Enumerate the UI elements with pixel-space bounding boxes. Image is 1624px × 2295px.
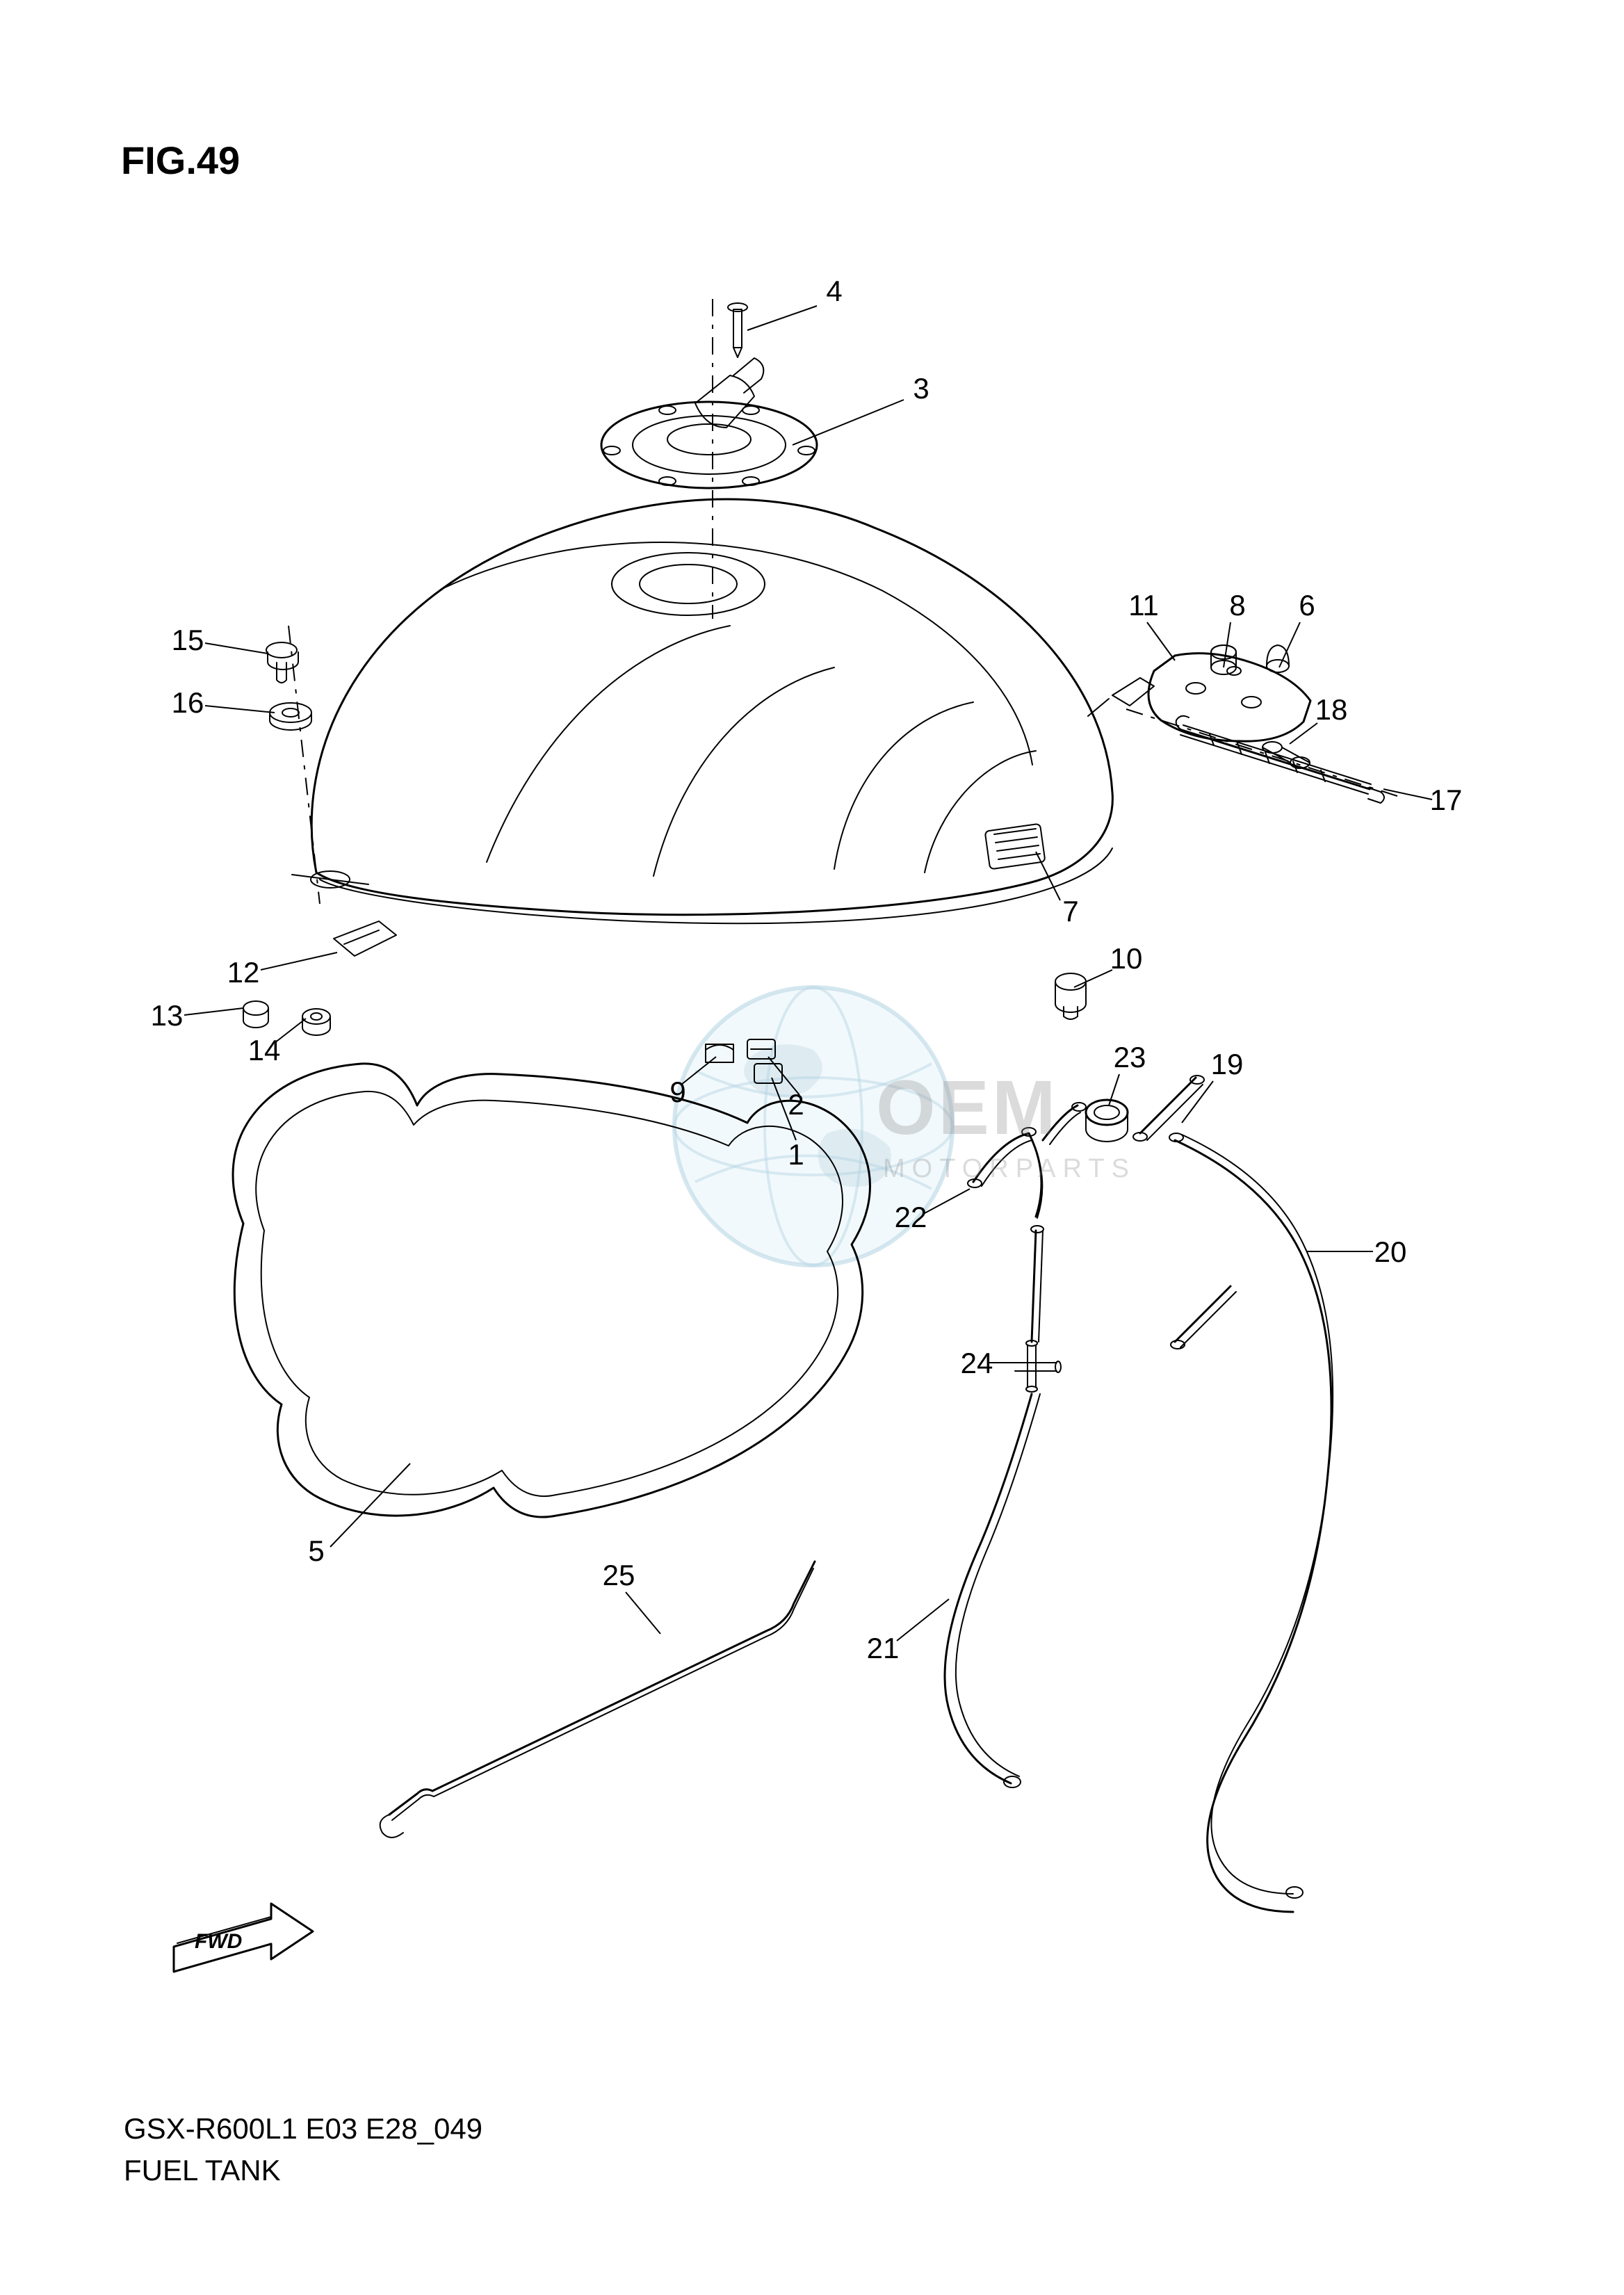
callout-3: 3 — [900, 372, 942, 405]
callout-23: 23 — [1109, 1041, 1151, 1074]
fuel-tank-body — [292, 499, 1112, 923]
callout-25: 25 — [598, 1559, 640, 1592]
callout-20: 20 — [1370, 1235, 1411, 1269]
callout-12: 12 — [222, 956, 264, 989]
hoses — [945, 1076, 1333, 1912]
callout-8: 8 — [1217, 589, 1258, 622]
watermark-text-motorparts: MOTORPARTS — [883, 1154, 1136, 1184]
callout-9: 9 — [657, 1076, 699, 1109]
callout-1: 1 — [775, 1138, 817, 1171]
front-mount — [243, 626, 396, 1035]
callout-11: 11 — [1123, 589, 1164, 622]
callout-24: 24 — [956, 1347, 998, 1380]
callout-21: 21 — [862, 1632, 904, 1665]
callout-19: 19 — [1206, 1048, 1248, 1081]
callout-10: 10 — [1105, 942, 1147, 975]
callout-7: 7 — [1050, 895, 1091, 928]
callout-4: 4 — [813, 275, 855, 308]
svg-text:FWD: FWD — [195, 1930, 242, 1953]
fuel-cap — [601, 303, 817, 488]
callout-22: 22 — [890, 1201, 932, 1234]
footer-part-name: FUEL TANK — [124, 2154, 281, 2187]
callout-18: 18 — [1310, 693, 1352, 727]
callout-16: 16 — [167, 686, 209, 720]
callout-6: 6 — [1286, 589, 1328, 622]
callout-17: 17 — [1425, 784, 1467, 817]
callout-2: 2 — [775, 1088, 817, 1121]
callout-13: 13 — [146, 999, 188, 1032]
callout-15: 15 — [167, 624, 209, 657]
diagram-stage: FIG.49 — [0, 0, 1624, 2295]
prop-rod — [380, 1562, 815, 1838]
fwd-arrow-icon: FWD — [174, 1904, 313, 1972]
watermark-text-oem: OEM — [876, 1064, 1059, 1152]
footer-model-line: GSX-R600L1 E03 E28_049 — [124, 2112, 482, 2146]
callout-14: 14 — [243, 1034, 285, 1067]
callout-5: 5 — [295, 1534, 337, 1568]
